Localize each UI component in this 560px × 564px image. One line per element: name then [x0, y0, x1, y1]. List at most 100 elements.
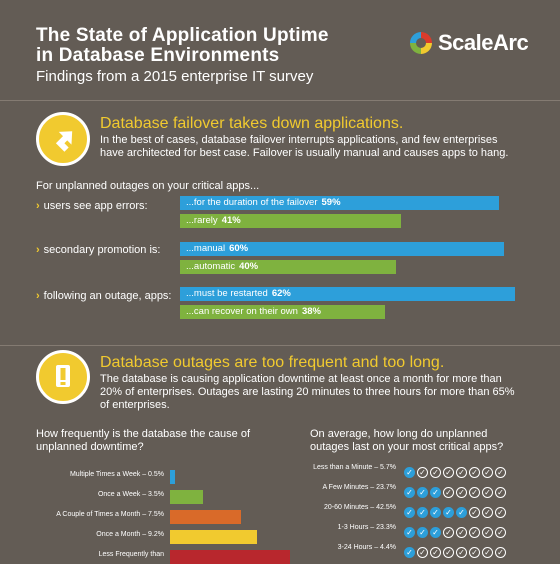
clock-icon: ✓: [443, 527, 454, 538]
section2-heading: Database outages are too frequent and to…: [100, 354, 445, 371]
clock-icon: ✓: [495, 487, 506, 498]
question-secondary-promotion: › secondary promotion is:: [36, 244, 161, 256]
scalearc-logo: ScaleArc: [408, 30, 529, 56]
duration-category-label: 3-24 Hours – 4.4%: [337, 544, 396, 551]
duration-category-label: 1-3 Hours – 23.3%: [337, 524, 396, 531]
clock-icon: ✓: [469, 527, 480, 538]
clock-icon: ✓: [404, 507, 415, 518]
title-line-2: in Database Environments: [36, 45, 280, 66]
failover-bar-value: 62%: [271, 288, 291, 299]
question-following-outage: › following an outage, apps:: [36, 290, 172, 302]
warning-icon: [36, 350, 90, 404]
failover-bar: ...can recover on their own 38%: [180, 305, 385, 319]
outage-intro: For unplanned outages on your critical a…: [36, 180, 260, 192]
failover-bar-label: ...can recover on their own: [186, 306, 298, 317]
frequency-bar: [170, 490, 203, 504]
failover-bar-value: 59%: [321, 197, 341, 208]
clock-icon: ✓: [417, 507, 428, 518]
failover-bar-label: ...automatic: [186, 261, 236, 272]
failover-bar-value: 38%: [301, 306, 321, 317]
clock-icon: ✓: [404, 547, 415, 558]
clock-icon: ✓: [469, 487, 480, 498]
duration-category-label: Less than a Minute – 5.7%: [313, 464, 396, 471]
clock-icon: ✓: [456, 527, 467, 538]
duration-title-line2: outages last on your most critical apps?: [310, 441, 504, 453]
clock-icon: ✓: [404, 487, 415, 498]
failover-bar-value: 41%: [221, 215, 241, 226]
logo-mark-icon: [410, 32, 432, 54]
clock-icon: ✓: [469, 507, 480, 518]
clock-icon: ✓: [417, 547, 428, 558]
clock-icon: ✓: [417, 527, 428, 538]
clock-icon: ✓: [495, 467, 506, 478]
frequency-bar: [170, 550, 290, 564]
clock-icon: ✓: [482, 507, 493, 518]
clock-icon: ✓: [430, 467, 441, 478]
section1-body: In the best of cases, database failover …: [100, 134, 508, 160]
clock-icon: ✓: [404, 527, 415, 538]
clock-icon: ✓: [456, 547, 467, 558]
logo-text: ScaleArc: [438, 30, 529, 55]
duration-category-label: 20-60 Minutes – 42.5%: [324, 504, 396, 511]
page-subtitle: Findings from a 2015 enterprise IT surve…: [36, 68, 314, 85]
frequency-category-label: Once a Month – 9.2%: [96, 531, 164, 538]
clock-icon: ✓: [430, 487, 441, 498]
clock-icon: ✓: [430, 547, 441, 558]
section2-body-line2: 20% of enterprises. Outages are lasting …: [100, 386, 515, 398]
failover-bar-label: ...manual: [186, 243, 226, 254]
clock-icon: ✓: [482, 487, 493, 498]
clock-icon: ✓: [495, 507, 506, 518]
section2-body-line3: of enterprises.: [100, 399, 170, 411]
duration-clock-row: ✓ ✓ ✓ ✓ ✓ ✓ ✓ ✓: [404, 502, 508, 520]
frequency-category-label: Less Frequently than: [98, 551, 164, 558]
clock-icon: ✓: [430, 507, 441, 518]
clock-icon: ✓: [443, 487, 454, 498]
clock-icon: ✓: [417, 467, 428, 478]
clock-icon: ✓: [456, 467, 467, 478]
clock-icon: ✓: [482, 527, 493, 538]
clock-icon: ✓: [469, 467, 480, 478]
clock-icon: ✓: [495, 547, 506, 558]
failover-bar-label: ...must be restarted: [186, 288, 268, 299]
failover-bar-value: 40%: [239, 261, 259, 272]
section-divider: [0, 345, 560, 346]
frequency-category-label: A Couple of Times a Month – 7.5%: [56, 511, 164, 518]
failover-icon: [36, 112, 90, 166]
failover-bar-label: ...rarely: [186, 215, 218, 226]
clock-icon: ✓: [443, 507, 454, 518]
frequency-chart-title: How frequently is the database the cause…: [36, 428, 250, 454]
header-divider: [0, 100, 560, 101]
clock-icon: ✓: [495, 527, 506, 538]
failover-bar: ...for the duration of the failover 59%: [180, 196, 499, 210]
clock-icon: ✓: [482, 467, 493, 478]
duration-clock-row: ✓ ✓ ✓ ✓ ✓ ✓ ✓ ✓: [404, 482, 508, 500]
failover-bar: ...rarely 41%: [180, 214, 401, 228]
failover-bar: ...manual 60%: [180, 242, 504, 256]
frequency-bar: [170, 470, 175, 484]
frequency-title-line1: How frequently is the database the cause…: [36, 428, 251, 440]
clock-icon: ✓: [443, 467, 454, 478]
section1-body-line1: In the best of cases, database failover …: [100, 134, 498, 146]
section1-body-line2: have architected for best case. Failover…: [100, 147, 509, 159]
clock-icon: ✓: [430, 527, 441, 538]
frequency-bar: [170, 530, 257, 544]
frequency-title-line2: unplanned downtime?: [36, 441, 144, 453]
clock-icon: ✓: [456, 507, 467, 518]
section2-body-line1: The database is causing application down…: [100, 373, 502, 385]
duration-clock-row: ✓ ✓ ✓ ✓ ✓ ✓ ✓ ✓: [404, 462, 508, 480]
question-app-errors: › users see app errors:: [36, 200, 148, 212]
frequency-category-label: Once a Week – 3.5%: [97, 491, 164, 498]
failover-bar-label: ...for the duration of the failover: [186, 197, 318, 208]
page-title: The State of Application Uptime in Datab…: [36, 26, 329, 66]
duration-title-line1: On average, how long do unplanned: [310, 428, 488, 440]
clock-icon: ✓: [456, 487, 467, 498]
frequency-bar: [170, 510, 241, 524]
duration-clock-row: ✓ ✓ ✓ ✓ ✓ ✓ ✓ ✓: [404, 542, 508, 560]
failover-bar: ...automatic 40%: [180, 260, 396, 274]
clock-icon: ✓: [469, 547, 480, 558]
failover-bar-value: 60%: [229, 243, 249, 254]
title-line-1: The State of Application Uptime: [36, 25, 329, 46]
duration-chart-title: On average, how long do unplanned outage…: [310, 428, 503, 454]
clock-icon: ✓: [443, 547, 454, 558]
clock-icon: ✓: [404, 467, 415, 478]
